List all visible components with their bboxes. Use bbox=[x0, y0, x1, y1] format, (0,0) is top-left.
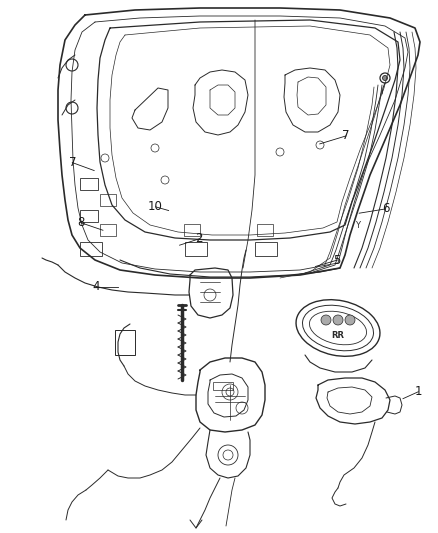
Circle shape bbox=[321, 315, 331, 325]
Text: 5: 5 bbox=[334, 254, 341, 266]
Bar bbox=[185, 242, 207, 256]
Bar bbox=[100, 224, 116, 236]
Text: 7: 7 bbox=[68, 156, 76, 169]
Text: RR: RR bbox=[332, 330, 345, 340]
Circle shape bbox=[333, 315, 343, 325]
Bar bbox=[255, 242, 277, 256]
Text: Y: Y bbox=[356, 221, 360, 230]
Text: 2: 2 bbox=[195, 232, 203, 245]
Bar bbox=[80, 210, 98, 222]
Bar bbox=[257, 224, 273, 236]
Bar bbox=[184, 224, 200, 236]
Bar bbox=[80, 178, 98, 190]
Text: 10: 10 bbox=[148, 200, 163, 213]
Text: 7: 7 bbox=[342, 130, 350, 142]
Bar bbox=[115, 330, 135, 355]
Bar bbox=[80, 242, 102, 256]
Text: 8: 8 bbox=[78, 216, 85, 229]
Bar bbox=[100, 194, 116, 206]
Text: 4: 4 bbox=[92, 280, 100, 293]
Circle shape bbox=[382, 76, 388, 80]
Text: 6: 6 bbox=[381, 203, 389, 215]
Circle shape bbox=[345, 315, 355, 325]
Text: 1: 1 bbox=[414, 385, 422, 398]
Bar bbox=[213, 382, 233, 390]
